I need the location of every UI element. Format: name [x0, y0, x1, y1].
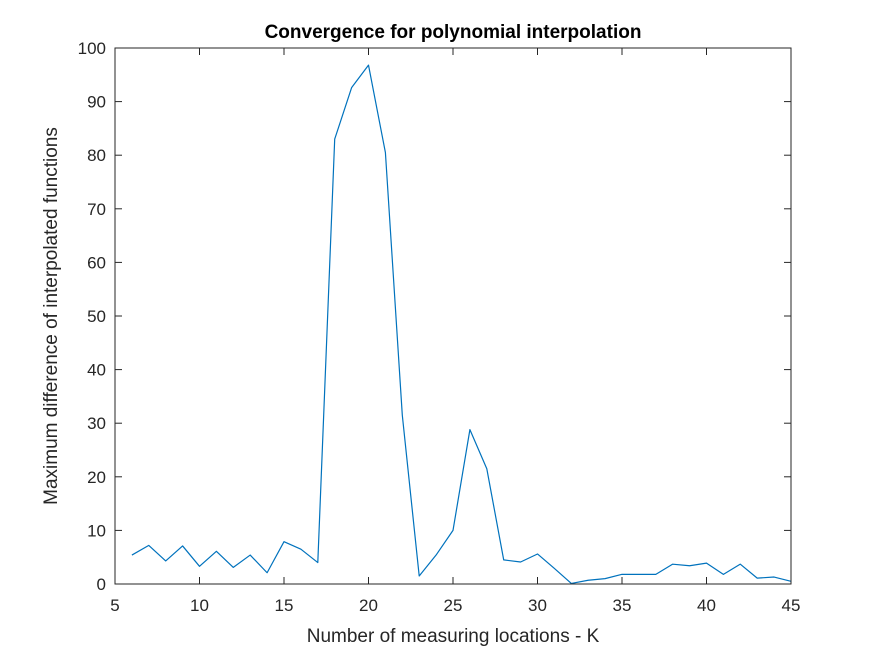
x-tick-label: 30	[528, 596, 547, 615]
y-tick-label: 50	[87, 307, 106, 326]
y-tick-label: 70	[87, 200, 106, 219]
y-tick-label: 20	[87, 468, 106, 487]
x-axis: 5 10 15 20 25 30 35 40 45	[110, 48, 800, 615]
x-tick-label: 35	[613, 596, 632, 615]
x-tick-label: 25	[444, 596, 463, 615]
series-layer	[131, 64, 792, 585]
y-tick-label: 60	[87, 253, 106, 272]
x-tick-label: 45	[782, 596, 801, 615]
y-axis: 0 10 20 30 40 50 60 70 80 90 100	[78, 39, 791, 594]
y-tick-label: 100	[78, 39, 106, 58]
series-line-0	[131, 64, 792, 585]
x-tick-label: 40	[697, 596, 716, 615]
y-tick-label: 40	[87, 361, 106, 380]
y-tick-label: 10	[87, 521, 106, 540]
y-tick-label: 80	[87, 146, 106, 165]
plot-area	[115, 48, 791, 584]
x-axis-label: Number of measuring locations - K	[307, 626, 600, 647]
y-tick-label: 90	[87, 93, 106, 112]
y-tick-label: 0	[97, 575, 106, 594]
y-tick-label: 30	[87, 414, 106, 433]
x-tick-label: 10	[190, 596, 209, 615]
chart-title: Convergence for polynomial interpolation	[265, 22, 642, 43]
x-tick-label: 5	[110, 596, 119, 615]
x-tick-label: 20	[359, 596, 378, 615]
x-tick-label: 15	[275, 596, 294, 615]
y-axis-label: Maximum difference of interpolated funct…	[41, 127, 62, 505]
